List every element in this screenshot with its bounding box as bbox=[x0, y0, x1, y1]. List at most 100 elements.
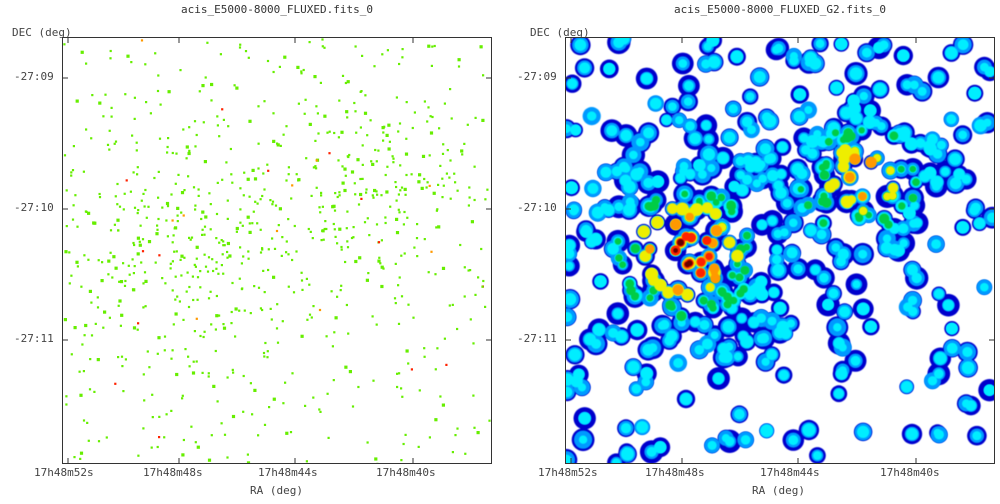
event-pixel bbox=[257, 105, 260, 108]
emission-blob bbox=[810, 265, 821, 275]
event-pixel bbox=[403, 210, 406, 214]
event-pixel bbox=[210, 99, 213, 102]
emission-blob bbox=[578, 435, 588, 444]
event-pixel bbox=[98, 196, 102, 199]
emission-blob bbox=[677, 239, 684, 246]
event-pixel bbox=[146, 350, 149, 353]
event-pixel bbox=[423, 100, 426, 103]
event-pixel bbox=[392, 161, 395, 164]
event-pixel bbox=[486, 188, 489, 191]
event-pixel bbox=[202, 121, 205, 124]
emission-blob bbox=[615, 330, 628, 343]
event-pixel bbox=[102, 326, 105, 329]
event-pixel bbox=[223, 244, 226, 247]
event-pixel bbox=[423, 238, 426, 241]
event-pixel bbox=[441, 403, 445, 407]
event-pixel bbox=[407, 362, 410, 365]
left-image-frame[interactable] bbox=[62, 37, 492, 464]
emission-blob bbox=[722, 320, 735, 333]
event-pixel bbox=[196, 298, 199, 301]
event-pixel bbox=[481, 285, 484, 288]
event-pixel bbox=[272, 139, 276, 143]
event-pixel bbox=[97, 440, 101, 443]
emission-blob bbox=[630, 323, 644, 337]
event-pixel bbox=[470, 220, 474, 224]
event-pixel bbox=[469, 318, 472, 321]
emission-blob bbox=[579, 62, 591, 74]
emission-blob bbox=[621, 164, 631, 173]
event-pixel bbox=[343, 188, 347, 193]
emission-blob bbox=[703, 42, 712, 51]
event-pixel bbox=[246, 461, 251, 463]
event-pixel bbox=[395, 199, 398, 202]
event-pixel bbox=[207, 297, 211, 300]
event-pixel bbox=[387, 123, 391, 127]
event-pixel bbox=[154, 52, 157, 55]
emission-blob bbox=[822, 162, 830, 170]
emission-blob bbox=[696, 268, 706, 278]
emission-blob bbox=[740, 265, 750, 275]
emission-blob bbox=[728, 181, 740, 192]
emission-blob bbox=[710, 331, 719, 340]
event-pixel bbox=[276, 143, 280, 147]
right-image-frame[interactable] bbox=[565, 37, 995, 464]
event-pixel bbox=[132, 171, 135, 174]
event-pixel bbox=[226, 241, 230, 246]
emission-blob bbox=[706, 191, 717, 202]
event-pixel bbox=[220, 264, 223, 267]
emission-blob bbox=[773, 180, 784, 190]
emission-blob bbox=[651, 175, 665, 188]
event-pixel bbox=[366, 441, 369, 444]
event-pixel bbox=[377, 241, 381, 244]
event-pixel bbox=[271, 203, 274, 206]
event-pixel bbox=[398, 372, 401, 375]
event-pixel bbox=[394, 302, 397, 305]
event-pixel bbox=[121, 365, 124, 368]
event-pixel bbox=[97, 259, 100, 262]
event-pixel bbox=[341, 165, 344, 168]
event-pixel bbox=[304, 404, 307, 407]
emission-blob bbox=[587, 183, 599, 194]
event-pixel bbox=[374, 148, 377, 152]
emission-blob bbox=[685, 169, 696, 180]
event-pixel bbox=[468, 196, 471, 199]
event-pixel bbox=[416, 223, 419, 226]
emission-blob bbox=[793, 88, 807, 101]
event-pixel bbox=[397, 284, 400, 287]
event-pixel bbox=[278, 65, 281, 68]
event-pixel bbox=[111, 276, 114, 279]
event-pixel bbox=[472, 342, 475, 345]
event-pixel bbox=[163, 436, 166, 439]
event-pixel bbox=[405, 349, 409, 353]
emission-blob bbox=[646, 446, 657, 457]
emission-blob bbox=[733, 352, 743, 361]
event-pixel bbox=[399, 189, 402, 192]
event-pixel bbox=[313, 75, 317, 79]
event-pixel bbox=[481, 118, 485, 122]
emission-blob bbox=[972, 431, 982, 441]
event-pixel bbox=[253, 388, 257, 392]
event-pixel bbox=[247, 257, 250, 260]
emission-blob bbox=[850, 112, 863, 125]
event-pixel bbox=[328, 152, 331, 155]
event-pixel bbox=[124, 358, 127, 361]
event-pixel bbox=[275, 229, 279, 233]
emission-blob bbox=[818, 197, 827, 206]
emission-blob bbox=[835, 367, 848, 380]
event-pixel bbox=[363, 221, 367, 224]
event-pixel bbox=[338, 191, 341, 194]
event-pixel bbox=[195, 133, 198, 137]
event-pixel bbox=[312, 166, 315, 169]
event-pixel bbox=[375, 223, 379, 226]
emission-blob bbox=[923, 166, 937, 180]
event-pixel bbox=[429, 131, 434, 135]
event-pixel bbox=[91, 94, 94, 97]
event-pixel bbox=[235, 226, 239, 231]
emission-blob bbox=[828, 288, 839, 299]
event-pixel bbox=[132, 326, 137, 330]
emission-blob bbox=[705, 282, 715, 292]
emission-blob bbox=[702, 338, 713, 350]
emission-blob bbox=[903, 302, 913, 312]
event-pixel bbox=[405, 173, 408, 177]
event-pixel bbox=[441, 266, 446, 270]
